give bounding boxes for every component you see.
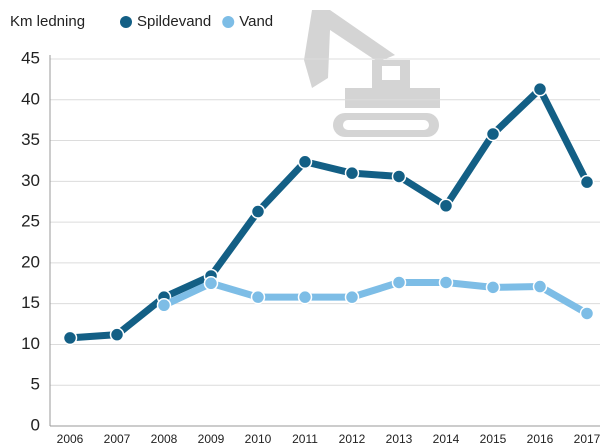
legend-swatch [120,16,132,28]
y-tick-label: 10 [21,334,40,353]
data-point [62,330,78,346]
series-line [69,85,591,342]
series-line [162,278,589,317]
data-point [438,275,454,290]
data-point [579,306,595,321]
x-tick-label: 2012 [339,432,366,446]
x-tick-label: 2011 [292,432,318,446]
x-tick-label: 2017 [574,432,601,446]
y-tick-label: 5 [31,375,40,394]
x-tick-label: 2016 [527,432,554,446]
data-point [391,275,407,290]
legend-label: Vand [239,13,273,30]
data-point [438,198,454,214]
data-point [203,276,219,291]
x-tick-label: 2007 [104,432,131,446]
data-point [297,154,313,170]
data-point [250,204,266,219]
legend-label: Spildevand [137,13,211,30]
legend-swatch [222,16,235,28]
data-point [532,81,548,97]
y-tick-label: 30 [21,171,40,190]
y-tick-label: 45 [21,48,40,67]
data-point [344,289,360,305]
y-tick-label: 0 [31,415,40,434]
x-tick-label: 2008 [151,432,178,446]
data-point [579,174,595,190]
data-point [532,279,548,294]
data-point [297,289,313,305]
y-tick-label: 15 [21,293,40,312]
x-tick-label: 2015 [480,432,507,446]
x-tick-label: 2009 [198,432,225,446]
chart-title: Km ledning [10,13,85,30]
x-tick-label: 2013 [386,432,413,446]
y-tick-label: 20 [21,252,40,271]
excavator-icon [304,10,440,137]
data-point [250,289,266,305]
y-tick-label: 35 [21,130,40,149]
y-tick-label: 40 [21,89,40,108]
x-tick-label: 2010 [245,432,272,446]
data-point [485,280,501,295]
data-point [109,327,125,342]
data-point [485,126,501,142]
y-tick-label: 25 [21,212,40,231]
data-point [156,298,172,313]
x-tick-label: 2006 [57,432,84,446]
data-point [344,165,360,181]
data-point [391,169,407,184]
x-tick-label: 2014 [433,432,460,446]
